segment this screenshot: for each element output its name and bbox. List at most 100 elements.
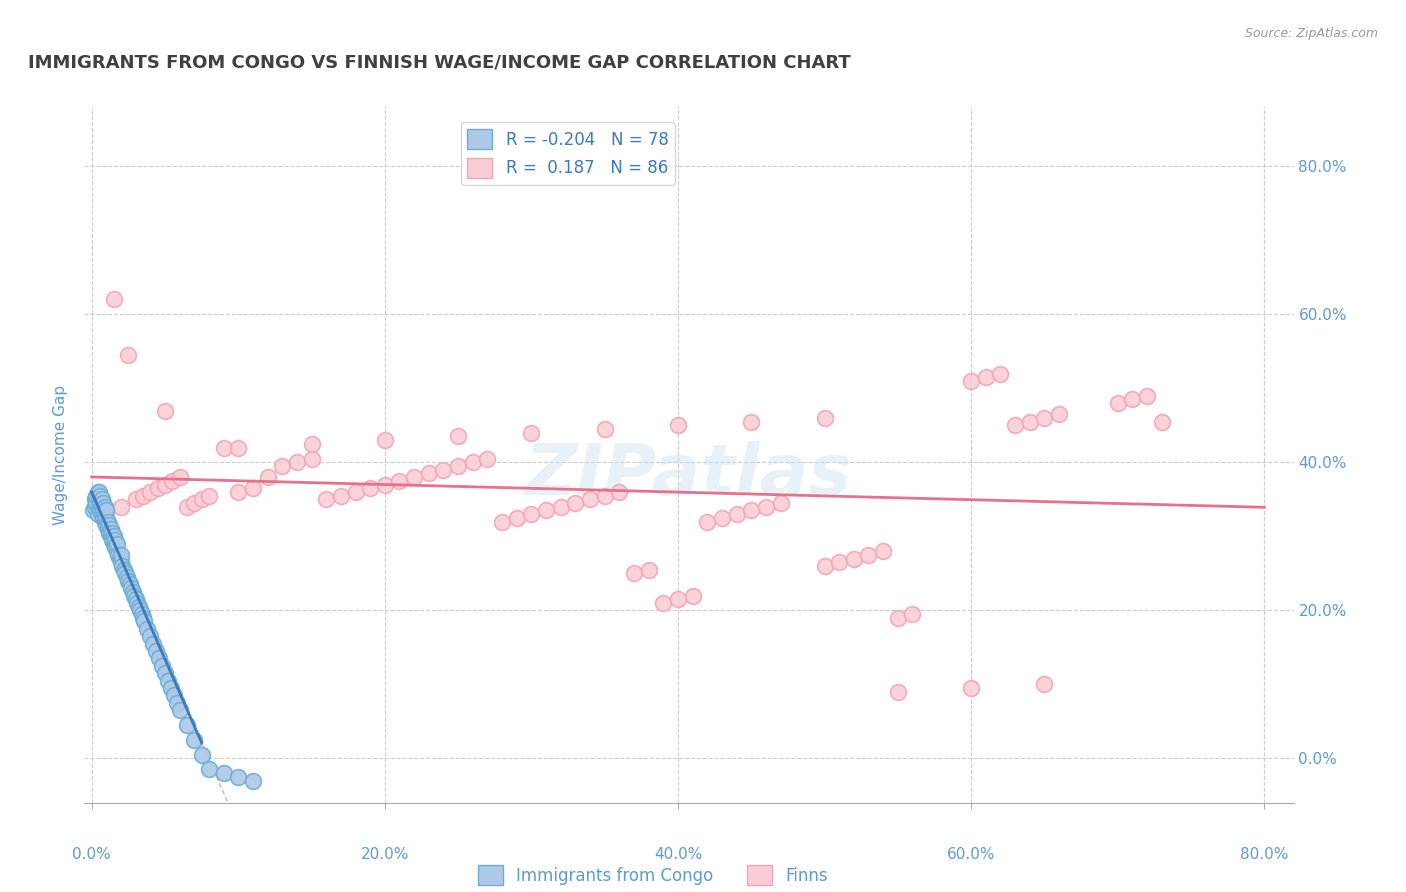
Point <box>166 696 188 710</box>
Point <box>110 548 132 562</box>
Point <box>710 511 733 525</box>
Point <box>212 441 235 455</box>
Point <box>121 585 143 599</box>
Point <box>271 458 294 473</box>
Point <box>198 763 221 777</box>
Point <box>226 484 249 499</box>
Point <box>103 537 125 551</box>
Point <box>163 689 186 703</box>
Point <box>593 422 616 436</box>
Point <box>344 484 367 499</box>
Point <box>150 658 173 673</box>
Point <box>176 718 198 732</box>
Point <box>104 541 127 555</box>
Point <box>1047 407 1070 421</box>
Point <box>388 474 411 488</box>
Point <box>813 558 835 573</box>
Text: IMMIGRANTS FROM CONGO VS FINNISH WAGE/INCOME GAP CORRELATION CHART: IMMIGRANTS FROM CONGO VS FINNISH WAGE/IN… <box>28 54 851 71</box>
Point <box>110 500 132 514</box>
Point <box>169 470 191 484</box>
Point <box>990 367 1012 381</box>
Point <box>134 615 156 629</box>
Point <box>887 611 910 625</box>
Point <box>87 500 110 514</box>
Text: 80.0%: 80.0% <box>1240 847 1288 863</box>
Point <box>132 489 155 503</box>
Point <box>301 437 323 451</box>
Point <box>520 507 543 521</box>
Point <box>84 489 107 503</box>
Point <box>740 503 762 517</box>
Point <box>901 607 924 621</box>
Point <box>374 433 396 447</box>
Point <box>637 563 659 577</box>
Point <box>315 492 337 507</box>
Point <box>105 537 128 551</box>
Point <box>128 599 150 614</box>
Point <box>96 503 118 517</box>
Point <box>190 747 212 762</box>
Point <box>418 467 440 481</box>
Point <box>242 481 264 495</box>
Point <box>139 629 162 643</box>
Point <box>226 770 249 784</box>
Point <box>110 555 132 569</box>
Point <box>114 566 136 581</box>
Point <box>146 481 169 495</box>
Point <box>960 374 983 388</box>
Point <box>83 492 105 507</box>
Point <box>129 603 152 617</box>
Point <box>145 644 167 658</box>
Point <box>534 503 557 517</box>
Point <box>872 544 894 558</box>
Point <box>740 415 762 429</box>
Point <box>198 489 221 503</box>
Point <box>477 451 499 466</box>
Point <box>93 511 115 525</box>
Point <box>98 525 121 540</box>
Point <box>607 484 630 499</box>
Point <box>183 496 205 510</box>
Point <box>1004 418 1026 433</box>
Text: 40.0%: 40.0% <box>654 847 702 863</box>
Point <box>374 477 396 491</box>
Point <box>153 666 176 681</box>
Point <box>887 685 910 699</box>
Point <box>176 500 198 514</box>
Point <box>103 293 125 307</box>
Point <box>120 581 142 595</box>
Point <box>89 496 111 510</box>
Point <box>1150 415 1173 429</box>
Point <box>108 551 131 566</box>
Text: 60.0%: 60.0% <box>946 847 995 863</box>
Point <box>100 522 122 536</box>
Point <box>769 496 792 510</box>
Point <box>329 489 352 503</box>
Point <box>404 470 426 484</box>
Point <box>842 551 865 566</box>
Point <box>153 477 176 491</box>
Point <box>242 773 264 788</box>
Point <box>359 481 381 495</box>
Point <box>87 484 110 499</box>
Point <box>301 451 323 466</box>
Point <box>131 607 153 621</box>
Point <box>87 492 110 507</box>
Point <box>98 518 121 533</box>
Point <box>447 458 470 473</box>
Point <box>1033 411 1056 425</box>
Point <box>93 503 115 517</box>
Point <box>97 522 120 536</box>
Point <box>83 500 105 514</box>
Point <box>813 411 835 425</box>
Point <box>183 732 205 747</box>
Point <box>1033 677 1056 691</box>
Y-axis label: Wage/Income Gap: Wage/Income Gap <box>53 384 69 525</box>
Text: Source: ZipAtlas.com: Source: ZipAtlas.com <box>1244 27 1378 40</box>
Point <box>93 496 115 510</box>
Point <box>86 484 108 499</box>
Point <box>127 596 149 610</box>
Point <box>124 592 146 607</box>
Point <box>506 511 529 525</box>
Point <box>89 503 111 517</box>
